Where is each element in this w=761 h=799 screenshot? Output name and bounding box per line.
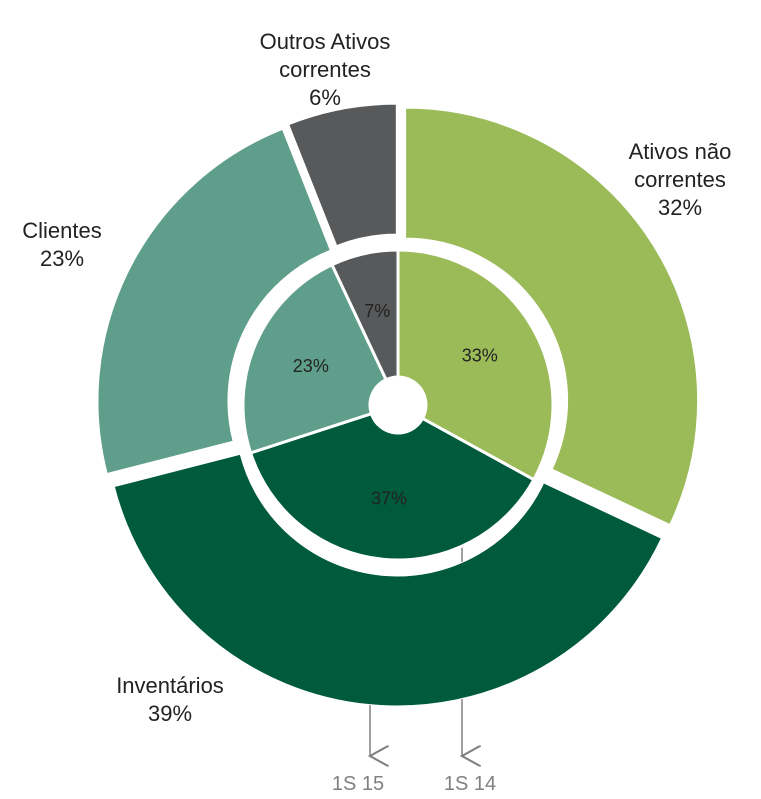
slice-label: Ativos não correntes 32%: [605, 138, 755, 222]
category-label: Outros Ativos correntes: [259, 29, 391, 82]
legend-label: 1S 14: [444, 773, 496, 795]
donut-slice: [288, 103, 397, 247]
value-label: 39%: [147, 701, 193, 726]
slice-label: Inventários 39%: [95, 672, 245, 728]
slice-label: Clientes 23%: [0, 217, 137, 273]
donut-slice: [241, 262, 389, 455]
value-label: 33%: [462, 345, 498, 365]
category-label: Inventários: [116, 673, 224, 698]
value-label: 6%: [309, 85, 341, 110]
donut-slice: [396, 248, 555, 482]
category-label: Clientes: [22, 218, 102, 243]
value-label: 7%: [364, 301, 390, 321]
value-label: 23%: [293, 356, 329, 376]
value-label: 32%: [657, 195, 703, 220]
donut-slice: [405, 107, 699, 526]
value-label: 37%: [371, 488, 407, 508]
donut-slice: [248, 411, 536, 562]
donut-slice: [330, 248, 400, 382]
value-label: 23%: [39, 246, 85, 271]
donut-slice: [113, 453, 663, 707]
category-label: Ativos não correntes: [628, 139, 732, 192]
donut-slice: [97, 128, 331, 475]
slice-label: Outros Ativos correntes 6%: [245, 28, 405, 112]
legend-label: 1S 15: [332, 773, 384, 795]
